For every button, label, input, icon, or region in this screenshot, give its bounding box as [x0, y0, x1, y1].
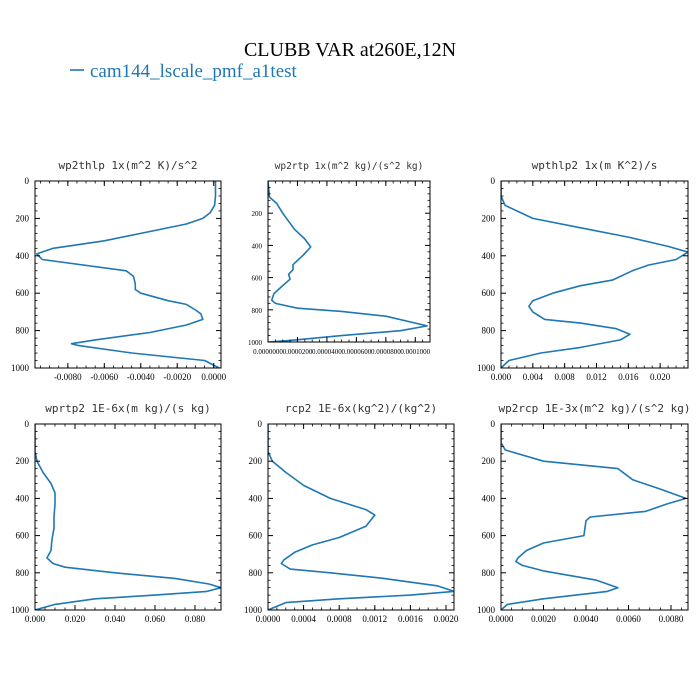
y-tick-label: 0	[25, 419, 30, 429]
legend-label: cam144_lscale_pmf_a1test	[90, 61, 298, 82]
plot-frame	[267, 180, 431, 343]
figure-title: CLUBB VAR at260E,12N	[244, 39, 456, 61]
x-tick-label: 0.004	[523, 372, 544, 382]
x-tick-label: 0.0000	[489, 614, 514, 624]
x-tick-label: 0.060	[145, 614, 166, 624]
x-tick-label: 0.000	[491, 372, 512, 382]
y-tick-label: 200	[249, 456, 263, 466]
y-tick-label: 600	[252, 275, 263, 283]
y-tick-label: 400	[252, 242, 263, 250]
x-tick-label: 0.040	[105, 614, 126, 624]
y-tick-label: 1000	[477, 605, 496, 615]
panel-2: wp2rtp 1x(m^2 kg)/(s^2 kg) 200 400 600 800 10…	[248, 161, 431, 356]
x-tick-label: 0.012	[586, 372, 606, 382]
series-line	[268, 424, 454, 610]
x-tick-label: 0.0060	[616, 614, 641, 624]
y-tick-label: 800	[252, 307, 263, 315]
y-tick-label: 600	[482, 288, 496, 298]
plot-frame	[34, 423, 222, 611]
x-tick-label: 0.0000	[201, 372, 226, 382]
panel-1: wp2thlp 1x(m^2 K)/s^2 0 200 400 600 800 1000 -0…	[11, 159, 227, 382]
y-tick-label: 600	[482, 531, 496, 541]
x-tick-label: 0.0040	[574, 614, 599, 624]
x-tick-label: 0.0001000	[400, 348, 430, 356]
x-tick-label: 0.080	[185, 614, 206, 624]
y-tick-label: 200	[482, 213, 496, 223]
plot-frame	[34, 180, 222, 369]
series-line	[35, 424, 221, 610]
x-tick-label: -0.0020	[163, 372, 191, 382]
plot-frame	[500, 423, 689, 611]
y-tick-label: 800	[482, 568, 496, 578]
panel-title: wprtp2 1E-6x(m kg)/(s kg)	[45, 402, 211, 415]
y-tick-label: 200	[252, 210, 263, 218]
x-tick-label: 0.0020	[531, 614, 556, 624]
y-tick-label: 1000	[248, 339, 263, 347]
y-tick-label: 200	[482, 456, 496, 466]
y-tick-label: 0	[491, 419, 496, 429]
y-tick-label: 1000	[477, 363, 496, 373]
y-tick-label: 0	[491, 176, 496, 186]
x-tick-label: 0.0000600	[341, 348, 371, 356]
x-tick-label: 0.0012	[362, 614, 387, 624]
x-tick-label: 0.0000800	[371, 348, 401, 356]
y-tick-label: 600	[249, 531, 263, 541]
y-tick-label: 800	[482, 326, 496, 336]
x-tick-label: -0.0080	[54, 372, 82, 382]
plot-frame	[267, 423, 455, 611]
y-tick-label: 1000	[244, 605, 263, 615]
x-tick-label: 0.0020	[434, 614, 459, 624]
y-tick-label: 800	[16, 326, 30, 336]
y-tick-label: 200	[16, 456, 30, 466]
x-tick-label: -0.0060	[90, 372, 118, 382]
x-tick-label: 0.0000	[256, 614, 281, 624]
y-tick-label: 1000	[11, 363, 30, 373]
plot-frame	[500, 180, 689, 369]
panel-title: wp2rtp 1x(m^2 kg)/(s^2 kg)	[275, 161, 424, 172]
y-tick-label: 400	[249, 493, 263, 503]
panel-title: wp2thlp 1x(m^2 K)/s^2	[58, 159, 197, 172]
series-line	[501, 424, 687, 610]
x-tick-label: 0.008	[555, 372, 576, 382]
series-line	[268, 181, 428, 342]
y-tick-label: 600	[16, 288, 30, 298]
x-tick-label: -0.0040	[127, 372, 155, 382]
panel-title: wpthlp2 1x(m K^2)/s	[532, 159, 658, 172]
y-tick-label: 1000	[11, 605, 30, 615]
y-tick-label: 400	[16, 251, 30, 261]
x-tick-label: 0.020	[65, 614, 86, 624]
y-tick-label: 200	[16, 213, 30, 223]
y-tick-label: 800	[249, 568, 263, 578]
x-tick-label: 0.0008	[327, 614, 352, 624]
y-tick-label: 0	[25, 176, 30, 186]
series-line	[36, 181, 220, 368]
panel-4: wprtp2 1E-6x(m kg)/(s kg) 0 200 400 600 800 10…	[11, 402, 222, 624]
y-tick-label: 800	[16, 568, 30, 578]
panel-title: wp2rcp 1E-3x(m^2 kg)/(s^2 kg)	[498, 402, 690, 415]
x-tick-label: 0.020	[650, 372, 671, 382]
panel-title: rcp2 1E-6x(kg^2)/(kg^2)	[285, 402, 437, 415]
x-tick-label: 0.0000400	[312, 348, 342, 356]
y-tick-label: 400	[482, 493, 496, 503]
x-tick-label: 0.0000200	[283, 348, 313, 356]
y-tick-label: 600	[16, 531, 30, 541]
x-tick-label: 0.0080	[659, 614, 684, 624]
x-tick-label: 0.0004	[291, 614, 316, 624]
panel-3: wpthlp2 1x(m K^2)/s020040060080010000.00…	[477, 159, 689, 382]
y-tick-label: 0	[258, 419, 263, 429]
panel-5: rcp2 1E-6x(kg^2)/(kg^2) 0 200 400 600 800 1000…	[244, 402, 459, 624]
x-tick-label: 0.0016	[398, 614, 423, 624]
y-tick-label: 400	[482, 251, 496, 261]
y-tick-label: 400	[16, 493, 30, 503]
x-tick-label: 0.000	[25, 614, 46, 624]
series-line	[501, 181, 688, 368]
panel-6: wp2rcp 1E-3x(m^2 kg)/(s^2 kg)0 200 400 600 8…	[477, 402, 691, 624]
x-tick-label: 0.0000000	[253, 348, 283, 356]
x-tick-label: 0.016	[618, 372, 639, 382]
